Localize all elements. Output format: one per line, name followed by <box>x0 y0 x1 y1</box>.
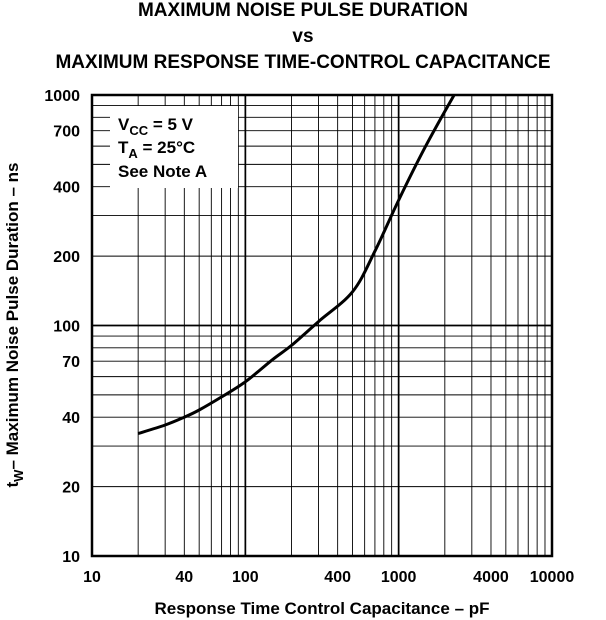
x-tick-label: 40 <box>175 569 193 586</box>
chart-title-line-3: MAXIMUM RESPONSE TIME-CONTROL CAPACITANC… <box>55 52 551 73</box>
x-tick-label: 1000 <box>381 569 417 586</box>
y-tick-label: 100 <box>53 319 80 336</box>
note-ta: TA = 25°C <box>118 138 195 161</box>
chart-title-line-2: vs <box>292 26 314 47</box>
plot-frame <box>90 93 554 558</box>
y-tick-label: 1000 <box>44 88 80 105</box>
y-tick-label: 40 <box>62 410 80 427</box>
y-tick-label: 400 <box>53 180 80 197</box>
y-tick-label: 200 <box>53 249 80 266</box>
note-see-note: See Note A <box>118 162 207 181</box>
x-axis-label: Response Time Control Capacitance – pF <box>154 599 489 618</box>
y-tick-label: 10 <box>62 549 80 566</box>
x-tick-label: 400 <box>324 569 351 586</box>
note-vcc: VCC = 5 V <box>118 115 194 138</box>
x-tick-label: 4000 <box>473 569 509 586</box>
y-axis-label: tW– Maximum Noise Pulse Duration – ns <box>3 163 26 488</box>
y-tick-label: 20 <box>62 480 80 497</box>
chart-title-line-1: MAXIMUM NOISE PULSE DURATION <box>137 0 469 21</box>
series-line <box>137 94 456 435</box>
y-tick-label: 70 <box>62 354 80 371</box>
y-tick-label: 700 <box>53 124 80 141</box>
y-tick-labels: 10 20 40 70 100 200 400 700 1000 <box>44 88 80 566</box>
note-box-bg <box>110 106 238 188</box>
x-tick-label: 100 <box>232 569 259 586</box>
x-tick-labels: 10 40 100 400 1000 4000 10000 <box>83 569 574 586</box>
x-tick-label: 10 <box>83 569 101 586</box>
x-tick-label: 10000 <box>530 569 575 586</box>
